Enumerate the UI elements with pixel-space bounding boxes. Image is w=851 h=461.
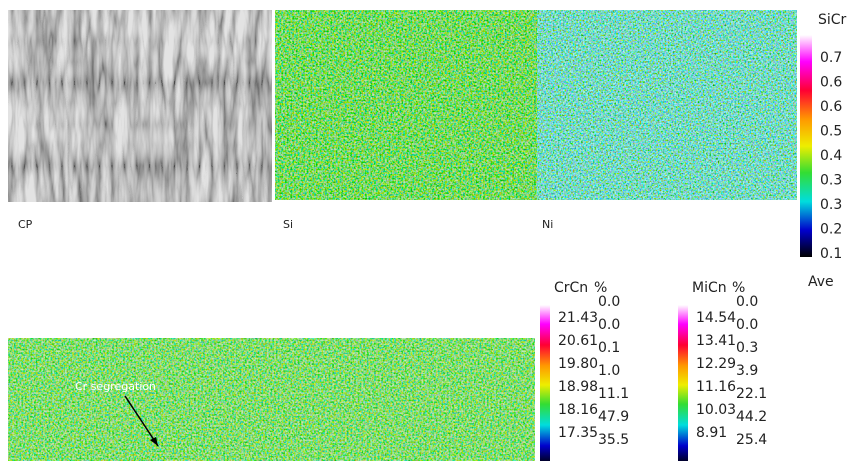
legend-level: 0.2	[820, 222, 842, 238]
legend-pct: 0.0	[598, 294, 620, 310]
legend-pct: 11.1	[598, 386, 629, 402]
panel-label: Si	[283, 218, 293, 231]
legend-level: 12.29	[696, 356, 736, 372]
color-bar	[540, 305, 550, 461]
legends: SiCr 0.7 0.6 0.6 0.5 0.4 0.3 0.3 0.2 0.1 Ave CrCn % 2…	[554, 12, 847, 448]
cr-map	[8, 338, 535, 461]
legend-level: 0.7	[820, 50, 842, 66]
legend-pct: 0.0	[736, 294, 758, 310]
legend-title: MiCn	[692, 280, 727, 296]
legend-level: 19.80	[558, 356, 598, 372]
arrow	[124, 395, 159, 447]
ni-map	[537, 10, 797, 200]
legend-pct: 1.0	[598, 363, 620, 379]
legend-level: 21.43	[558, 310, 598, 326]
legend-level: 0.5	[820, 124, 842, 140]
legend-level: 20.61	[558, 333, 598, 349]
legend-level: 8.91	[696, 425, 727, 441]
legend-level: 0.6	[820, 75, 842, 91]
color-bar	[800, 35, 812, 257]
panel-label: Ni	[542, 218, 553, 231]
legend-pct: 47.9	[598, 409, 629, 425]
legend-level: 14.54	[696, 310, 736, 326]
legend-pct: 35.5	[598, 432, 629, 448]
panel-label: CP	[18, 218, 33, 231]
legend-title: %	[732, 280, 745, 296]
legend-pct: 44.2	[736, 409, 767, 425]
legend-level: 11.16	[696, 379, 736, 395]
legend-level: 0.3	[820, 173, 842, 189]
legend-pct: 22.1	[736, 386, 767, 402]
si-map	[275, 10, 537, 200]
arrow-head	[150, 437, 158, 446]
legend-title: SiCr	[818, 12, 847, 28]
legend-level: 18.16	[558, 402, 598, 418]
legend-level: 18.98	[558, 379, 598, 395]
legend-pct: 25.4	[736, 432, 767, 448]
legend-pct: 0.0	[736, 317, 758, 333]
color-bar	[678, 305, 688, 461]
annotation: Cr segregation	[75, 380, 156, 393]
legend-pct: 3.9	[736, 363, 758, 379]
legend-level: 0.4	[820, 148, 842, 164]
legend-level: 0.6	[820, 99, 842, 115]
legend-title: CrCn	[554, 280, 588, 296]
legend-pct: 0.1	[598, 340, 620, 356]
legend-level: 0.1	[820, 246, 842, 262]
legend-level: 13.41	[696, 333, 736, 349]
cp-texture	[8, 10, 272, 202]
legend-title: %	[594, 280, 607, 296]
legend-level: 0.3	[820, 197, 842, 213]
legend-pct: 0.0	[598, 317, 620, 333]
legend-footer: Ave	[808, 274, 834, 290]
legend-pct: 0.3	[736, 340, 758, 356]
legend-level: 10.03	[696, 402, 736, 418]
legend-level: 17.35	[558, 425, 598, 441]
